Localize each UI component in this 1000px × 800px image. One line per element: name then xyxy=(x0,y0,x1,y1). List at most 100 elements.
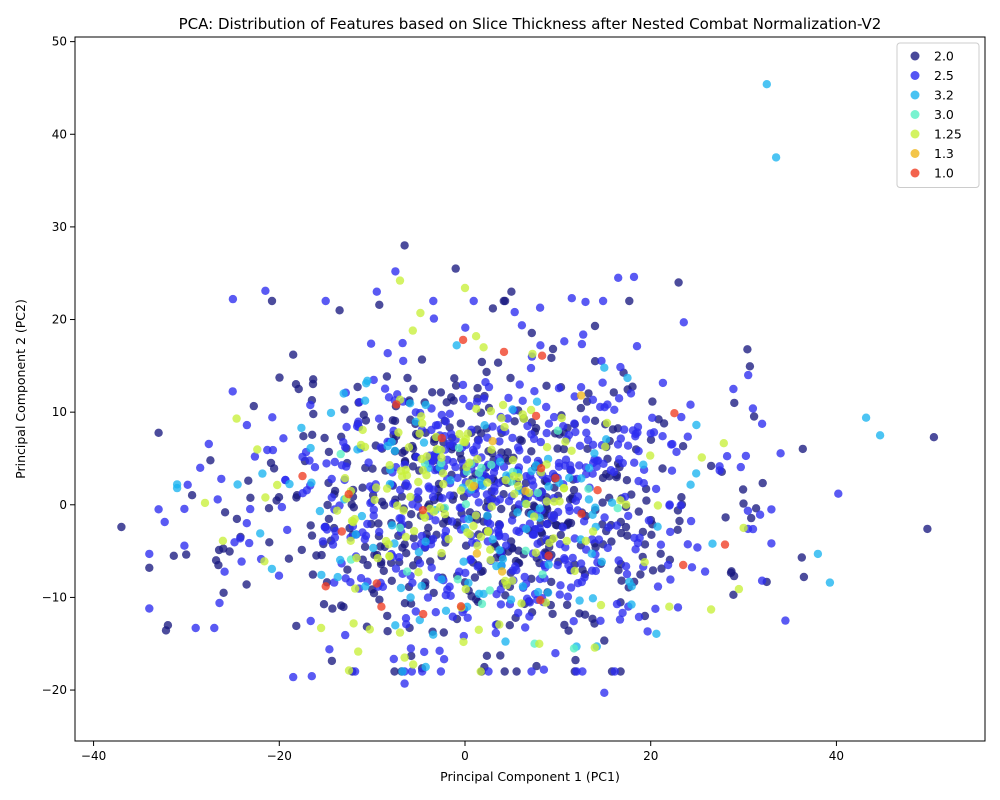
data-point xyxy=(220,567,229,576)
data-point xyxy=(629,272,639,282)
data-point xyxy=(318,537,328,546)
data-point xyxy=(387,576,396,585)
data-point xyxy=(591,503,600,512)
data-point xyxy=(418,506,428,515)
data-point xyxy=(521,546,530,555)
data-point xyxy=(406,593,415,602)
data-point xyxy=(640,558,649,567)
data-point xyxy=(312,551,321,560)
data-point xyxy=(674,278,683,287)
data-point xyxy=(497,567,507,576)
data-point xyxy=(677,412,686,422)
data-point xyxy=(267,296,277,306)
data-point xyxy=(614,394,624,403)
data-point xyxy=(549,412,559,422)
data-point xyxy=(634,507,643,516)
data-point xyxy=(298,471,307,481)
data-point xyxy=(283,525,292,535)
data-point xyxy=(306,443,315,453)
data-point xyxy=(686,516,696,526)
data-point xyxy=(757,419,767,428)
data-point xyxy=(592,462,601,471)
data-point xyxy=(268,413,277,422)
data-point xyxy=(594,535,604,544)
data-point xyxy=(356,440,366,450)
data-point xyxy=(673,603,683,612)
data-point xyxy=(267,564,277,574)
x-tick-label: 40 xyxy=(829,749,844,763)
data-point xyxy=(425,484,434,493)
data-point xyxy=(612,521,621,530)
data-point xyxy=(581,297,590,307)
data-point xyxy=(743,345,752,354)
data-point xyxy=(361,582,370,591)
data-point xyxy=(317,570,326,580)
data-point xyxy=(395,276,405,285)
data-point xyxy=(479,343,488,352)
data-point xyxy=(527,667,536,676)
data-point xyxy=(482,490,492,499)
data-point xyxy=(813,549,823,559)
data-point xyxy=(508,405,517,414)
legend-marker xyxy=(910,51,920,61)
data-point xyxy=(275,373,284,382)
data-point xyxy=(597,356,606,366)
data-point xyxy=(472,397,482,407)
data-point xyxy=(444,534,453,544)
data-point xyxy=(621,522,631,532)
data-point xyxy=(145,563,154,572)
data-point xyxy=(549,534,558,543)
data-point xyxy=(622,569,632,579)
data-point xyxy=(429,296,438,306)
data-point xyxy=(525,598,535,607)
data-point xyxy=(473,541,482,550)
data-point xyxy=(639,460,648,469)
data-point xyxy=(739,499,748,508)
data-point xyxy=(512,565,521,575)
data-point xyxy=(425,504,435,513)
data-point xyxy=(590,643,599,652)
legend-marker xyxy=(910,168,920,178)
data-point xyxy=(298,452,307,462)
data-point xyxy=(437,433,446,443)
data-point xyxy=(559,484,569,493)
data-point xyxy=(225,547,234,556)
data-point xyxy=(686,400,695,409)
data-point xyxy=(366,339,376,348)
data-point xyxy=(154,505,163,514)
data-point xyxy=(706,461,716,471)
data-point xyxy=(330,533,340,542)
data-point xyxy=(580,610,590,619)
data-point xyxy=(429,630,438,639)
data-point xyxy=(383,441,392,451)
data-point xyxy=(330,486,340,496)
data-point xyxy=(433,420,443,430)
data-point xyxy=(542,443,552,452)
data-point xyxy=(398,338,407,348)
data-point xyxy=(584,484,593,493)
data-point xyxy=(274,493,284,502)
data-point xyxy=(392,400,401,409)
data-point xyxy=(383,627,392,636)
data-point xyxy=(339,389,348,398)
data-point xyxy=(260,557,269,566)
data-point xyxy=(734,584,744,594)
data-point xyxy=(476,532,486,541)
data-point xyxy=(445,409,454,418)
data-point xyxy=(474,625,483,634)
data-point xyxy=(416,308,425,318)
data-point xyxy=(670,409,679,418)
data-point xyxy=(520,572,529,582)
data-point xyxy=(556,581,565,590)
data-point xyxy=(370,495,379,505)
data-point xyxy=(349,503,358,512)
data-point xyxy=(692,420,701,430)
data-point xyxy=(397,472,407,481)
data-point xyxy=(412,493,421,502)
data-point xyxy=(758,478,767,488)
data-point xyxy=(555,497,564,506)
data-point xyxy=(625,577,634,586)
data-point xyxy=(658,378,668,388)
data-point xyxy=(117,522,126,532)
data-point xyxy=(488,304,498,313)
